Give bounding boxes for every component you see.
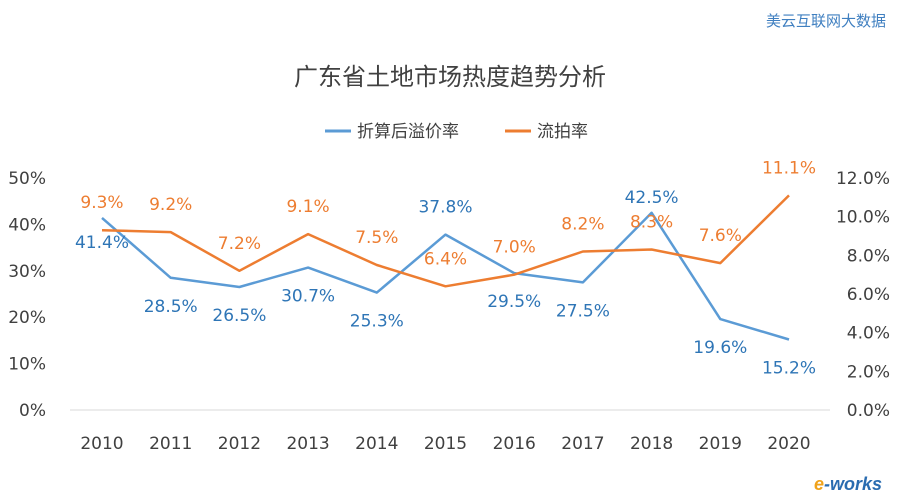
data-label: 42.5% [625,188,679,208]
x-tick-label: 2014 [355,434,398,454]
data-label: 9.3% [80,193,123,213]
series-line [101,194,790,288]
data-label: 25.3% [350,312,404,332]
data-label: 7.6% [699,226,742,246]
data-label: 8.2% [561,214,604,234]
y-left-tick-label: 0% [19,401,46,421]
data-label: 9.2% [149,195,192,215]
x-tick-label: 2013 [286,434,329,454]
series-line [101,211,790,341]
y-left-tick-label: 50% [8,169,46,189]
x-tick-label: 2020 [767,434,810,454]
data-label: 28.5% [144,297,198,317]
data-label: 7.5% [355,228,398,248]
data-label: 41.4% [75,233,129,253]
x-tick-label: 2016 [493,434,536,454]
legend-label: 折算后溢价率 [357,122,459,142]
data-label: 19.6% [693,338,747,358]
y-left-tick-label: 40% [8,215,46,235]
y-left-tick-label: 10% [8,355,46,375]
x-tick-label: 2018 [630,434,673,454]
logo-prefix: e [813,474,824,494]
axes: 0% 10% 20% 30% 40% 50% 0.0% 2.0% 4.0% 6.0% 8.0% 10.… [8,169,890,454]
x-tick-label: 2019 [699,434,742,454]
legend-label: 流拍率 [537,122,588,142]
data-label: 6.4% [424,249,467,269]
data-label: 8.3% [630,213,673,233]
data-label: 7.2% [218,234,261,254]
y-right-tick-label: 4.0% [847,324,890,344]
data-labels: 41.4% 28.5% 26.5% 30.7% 25.3% 37.8% 29.5% 27.5%… [75,158,816,378]
data-label: 11.1% [762,158,816,178]
data-label: 26.5% [212,306,266,326]
data-label: 15.2% [762,358,816,378]
y-right-tick-label: 2.0% [847,362,890,382]
x-tick-label: 2017 [561,434,604,454]
data-label: 29.5% [487,292,541,312]
logo-suffix: -works [823,474,882,494]
y-right-tick-label: 6.0% [847,285,890,305]
data-label: 7.0% [493,238,536,258]
data-label: 30.7% [281,287,335,307]
x-tick-label: 2015 [424,434,467,454]
y-right-tick-label: 12.0% [836,169,890,189]
series-lines [101,194,790,341]
data-label: 37.8% [418,198,472,218]
y-right-tick-label: 8.0% [847,246,890,266]
watermark-text: 美云互联网大数据 [765,12,886,30]
x-tick-label: 2012 [218,434,261,454]
eworks-logo: e-works [814,474,882,495]
y-left-tick-label: 20% [8,308,46,328]
data-label: 27.5% [556,301,610,321]
y-left-tick-label: 30% [8,262,46,282]
x-tick-label: 2010 [80,434,123,454]
x-tick-label: 2011 [149,434,192,454]
chart-title: 广东省土地市场热度趋势分析 [294,63,606,91]
y-right-tick-label: 0.0% [847,401,890,421]
data-label: 9.1% [286,197,329,217]
y-right-tick-label: 10.0% [836,208,890,228]
legend: 折算后溢价率 流拍率 [325,122,588,142]
